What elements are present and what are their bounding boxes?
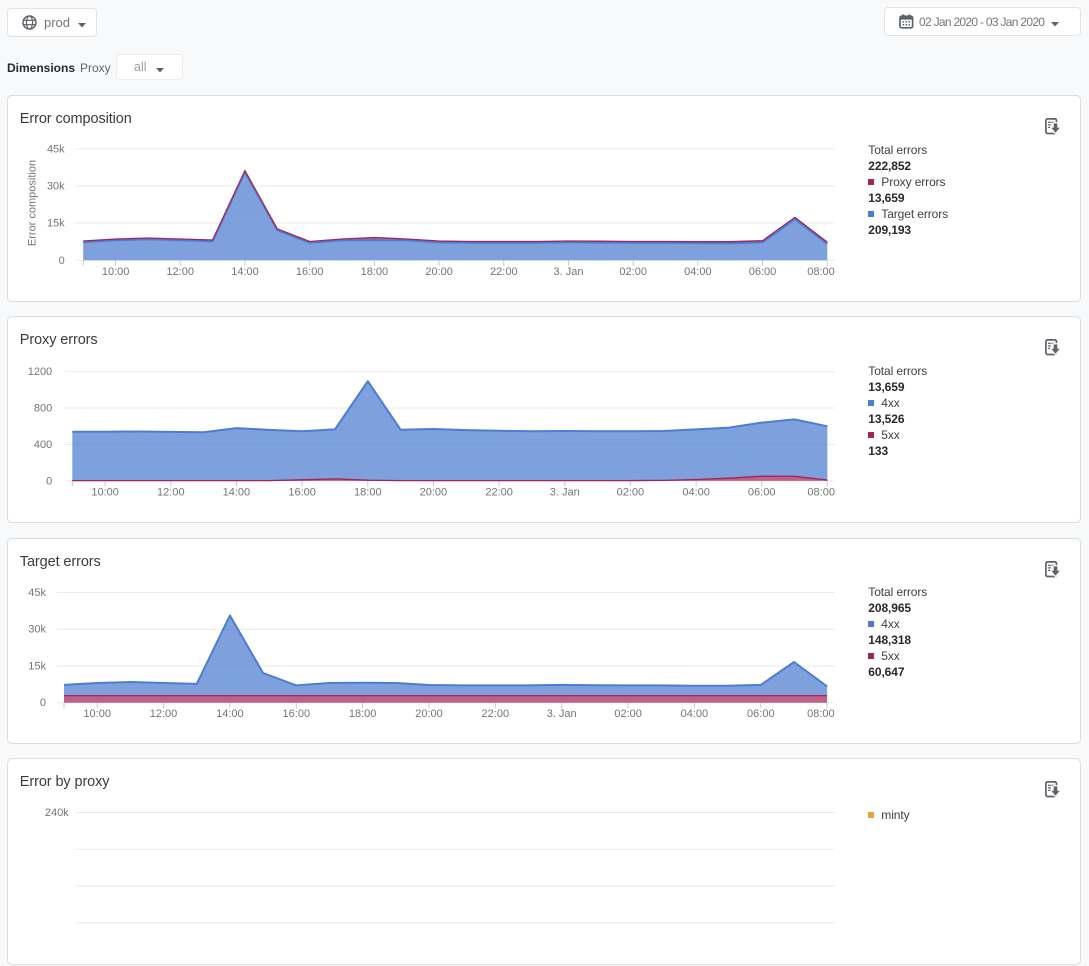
svg-text:20:00: 20:00 bbox=[416, 708, 444, 720]
svg-text:02:00: 02:00 bbox=[617, 487, 645, 499]
svg-text:0: 0 bbox=[40, 697, 46, 709]
svg-text:06:00: 06:00 bbox=[747, 708, 775, 720]
svg-text:0: 0 bbox=[59, 255, 65, 267]
svg-text:22:00: 22:00 bbox=[490, 266, 518, 278]
svg-text:18:00: 18:00 bbox=[354, 487, 382, 499]
svg-text:15k: 15k bbox=[47, 218, 65, 230]
svg-text:08:00: 08:00 bbox=[808, 266, 836, 278]
svg-text:22:00: 22:00 bbox=[486, 487, 514, 499]
svg-text:30k: 30k bbox=[29, 623, 47, 635]
svg-text:0: 0 bbox=[46, 476, 52, 488]
svg-text:18:00: 18:00 bbox=[349, 708, 377, 720]
svg-text:16:00: 16:00 bbox=[283, 708, 311, 720]
svg-text:3. Jan: 3. Jan bbox=[554, 266, 584, 278]
svg-text:14:00: 14:00 bbox=[232, 266, 260, 278]
svg-text:240k: 240k bbox=[45, 807, 69, 819]
svg-text:10:00: 10:00 bbox=[102, 266, 130, 278]
svg-text:20:00: 20:00 bbox=[426, 266, 454, 278]
svg-text:3. Jan: 3. Jan bbox=[550, 487, 580, 499]
svg-text:10:00: 10:00 bbox=[92, 487, 120, 499]
svg-text:12:00: 12:00 bbox=[157, 487, 185, 499]
svg-text:45k: 45k bbox=[29, 587, 47, 599]
svg-text:18:00: 18:00 bbox=[361, 266, 389, 278]
svg-text:20:00: 20:00 bbox=[420, 487, 448, 499]
svg-text:30k: 30k bbox=[47, 181, 65, 193]
svg-text:14:00: 14:00 bbox=[223, 487, 251, 499]
svg-text:22:00: 22:00 bbox=[482, 708, 510, 720]
svg-text:3. Jan: 3. Jan bbox=[547, 708, 577, 720]
svg-text:08:00: 08:00 bbox=[808, 487, 836, 499]
svg-text:02:00: 02:00 bbox=[615, 708, 643, 720]
svg-text:06:00: 06:00 bbox=[749, 266, 777, 278]
svg-text:12:00: 12:00 bbox=[167, 266, 195, 278]
svg-text:15k: 15k bbox=[29, 660, 47, 672]
svg-text:02:00: 02:00 bbox=[620, 266, 648, 278]
svg-text:16:00: 16:00 bbox=[296, 266, 324, 278]
svg-text:06:00: 06:00 bbox=[748, 487, 776, 499]
svg-text:800: 800 bbox=[34, 403, 52, 415]
svg-text:45k: 45k bbox=[47, 143, 65, 155]
svg-text:10:00: 10:00 bbox=[84, 708, 112, 720]
svg-text:04:00: 04:00 bbox=[681, 708, 709, 720]
svg-text:08:00: 08:00 bbox=[807, 708, 835, 720]
svg-text:12:00: 12:00 bbox=[150, 708, 178, 720]
svg-text:04:00: 04:00 bbox=[683, 487, 711, 499]
svg-text:400: 400 bbox=[34, 439, 52, 451]
svg-text:Error composition: Error composition bbox=[27, 160, 39, 246]
svg-text:14:00: 14:00 bbox=[216, 708, 244, 720]
svg-text:16:00: 16:00 bbox=[289, 487, 317, 499]
svg-text:1200: 1200 bbox=[28, 366, 52, 378]
svg-text:04:00: 04:00 bbox=[684, 266, 712, 278]
